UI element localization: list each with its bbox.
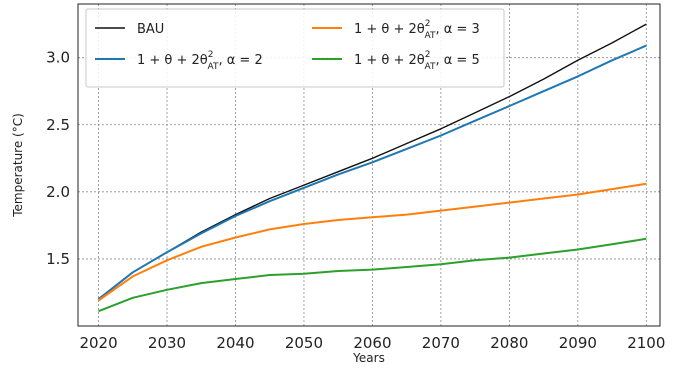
legend-label-2: 1 + θ + 2θ2 AT, α = 3 [354, 19, 480, 41]
x-axis-label: Years [352, 351, 385, 365]
y-axis-label: Temperature (°C) [11, 113, 25, 218]
legend-label-superscript: 2 [208, 50, 214, 60]
series-lines [97, 23, 647, 313]
legend-label-main: 1 + θ + 2θ [137, 53, 208, 68]
legend-label-subscript: AT [425, 31, 436, 41]
legend-label-1: 1 + θ + 2θ2 AT, α = 2 [137, 50, 263, 72]
legend-label-main: BAU [137, 22, 164, 37]
legend-label-suffix: , α = 3 [435, 22, 479, 37]
y-tick-label: 2.5 [46, 116, 70, 134]
legend-label-0: BAU [137, 22, 164, 37]
legend-label-suffix: , α = 2 [218, 53, 262, 68]
legend-label-main: 1 + θ + 2θ [354, 53, 425, 68]
series-line-3 [98, 237, 647, 313]
legend-label-suffix: , α = 5 [435, 53, 479, 68]
series-line-2 [97, 182, 647, 302]
legend-label-main: 1 + θ + 2θ [354, 22, 425, 37]
y-tick-label: 2.0 [46, 183, 70, 201]
x-tick-label: 2060 [353, 334, 391, 352]
legend-label-superscript: 2 [425, 19, 431, 29]
y-tick-label: 3.0 [46, 49, 70, 67]
legend-label-3: 1 + θ + 2θ2 AT, α = 5 [354, 50, 480, 72]
x-tick-label: 2050 [285, 334, 323, 352]
y-tick-label: 1.5 [46, 250, 70, 268]
x-tick-label: 2030 [148, 334, 186, 352]
plot-frame [77, 3, 661, 327]
legend-label-superscript: 2 [425, 50, 431, 60]
legend-label-subscript: AT [208, 62, 219, 72]
x-tick-labels: 2020 2030 2040 2050 2060 2070 2080 2090 2100 [79, 334, 665, 352]
legend-label-subscript: AT [425, 62, 436, 72]
x-tick-label: 2020 [79, 334, 117, 352]
series-line-1 [97, 44, 647, 300]
x-tick-label: 2090 [559, 334, 597, 352]
x-tick-label: 2100 [627, 334, 665, 352]
legend-box [85, 8, 505, 88]
x-tick-label: 2070 [422, 334, 460, 352]
y-tick-labels: 1.5 2.0 2.5 3.0 [46, 49, 70, 268]
x-tick-label: 2040 [216, 334, 254, 352]
x-tick-label: 2080 [490, 334, 528, 352]
